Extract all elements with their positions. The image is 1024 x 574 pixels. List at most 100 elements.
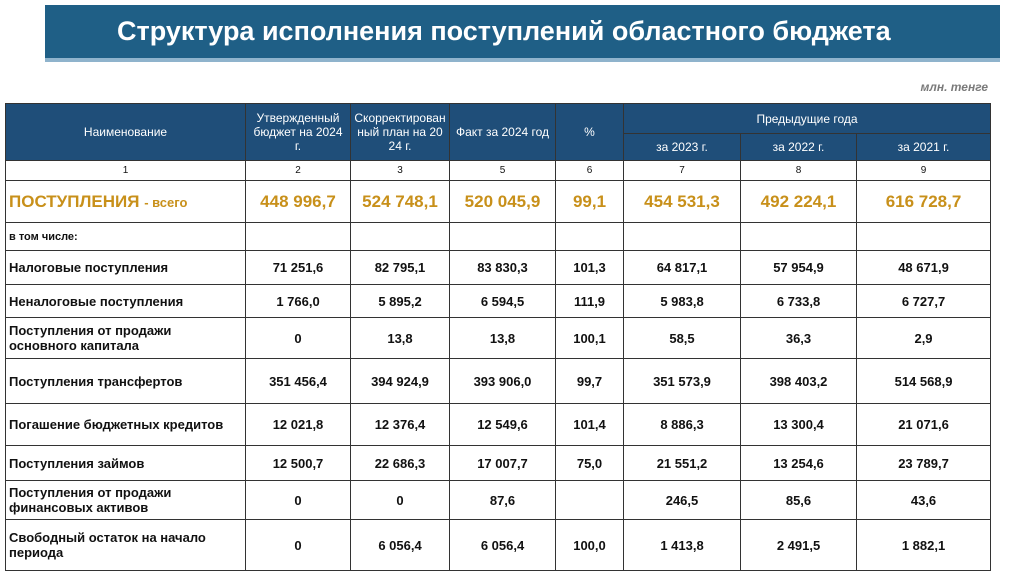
- cell-value: 351 573,9: [623, 358, 741, 404]
- cell-value: 12 549,6: [449, 403, 556, 446]
- cell-value: 36,3: [740, 317, 857, 359]
- cell-value: 71 251,6: [245, 250, 351, 285]
- cell-value: 58,5: [623, 317, 741, 359]
- total-suffix: - всего: [144, 194, 188, 210]
- column-number: 9: [855, 160, 992, 181]
- column-number: 5: [449, 160, 556, 181]
- cell-value: 57 954,9: [740, 250, 857, 285]
- row-label: Неналоговые поступления: [5, 284, 246, 318]
- subcolumn-header: за 2023 г.: [623, 133, 741, 161]
- table: Наименование Утвержденный бюджет на 2024 …: [5, 103, 992, 571]
- column-header: Факт за 2024 год: [449, 103, 556, 161]
- cell-value: 13 254,6: [740, 445, 857, 481]
- empty-cell: [740, 222, 857, 251]
- column-number: 8: [740, 160, 857, 181]
- cell-value: 17 007,7: [449, 445, 556, 481]
- cell-value: 100,1: [555, 317, 624, 359]
- unit: млн. тенге: [920, 80, 988, 94]
- table-row: за 2023 г. за 2022 г. за 2021 г.: [6, 133, 992, 161]
- table-row: Налоговые поступления 71 251,6 82 795,1 83 …: [5, 250, 992, 285]
- empty-cell: [855, 222, 992, 251]
- table-row: Поступления от продажи основного капитал…: [5, 317, 992, 359]
- subcolumn-header: за 2021 г.: [855, 133, 992, 161]
- cell-value: 85,6: [740, 480, 857, 520]
- cell-value: 6 733,8: [740, 284, 857, 318]
- empty-cell: [623, 222, 741, 251]
- column-header: Скорректированный план на 2024 г.: [350, 103, 450, 161]
- cell-value: 111,9: [555, 284, 624, 318]
- table-row: Поступления от продажи финансовых активо…: [5, 480, 992, 520]
- cell-value: 99,7: [555, 358, 624, 404]
- empty-cell: [245, 222, 351, 251]
- row-label: Поступления от продажи основного капитал…: [5, 317, 246, 359]
- subheading: в том числе:: [5, 222, 246, 251]
- cell-value: 87,6: [449, 480, 556, 520]
- total-value: 448 996,7: [245, 180, 351, 223]
- total-value: 492 224,1: [740, 180, 857, 223]
- table-row: Поступления займов 12 500,7 22 686,3 17 007…: [5, 445, 992, 481]
- column-header: Утвержденный бюджет на 2024 г.: [245, 103, 351, 161]
- cell-value: 13,8: [350, 317, 450, 359]
- cell-value: 1 766,0: [245, 284, 351, 318]
- total-name: ПОСТУПЛЕНИЯ: [9, 191, 140, 211]
- cell-value: 398 403,2: [740, 358, 857, 404]
- cell-value: 0: [245, 519, 351, 571]
- cell-value: 6 056,4: [350, 519, 450, 571]
- cell-value: 0: [245, 480, 351, 520]
- table-row: Погашение бюджетных кредитов 12 021,8 12 3…: [5, 403, 992, 446]
- column-header: %: [555, 103, 624, 161]
- total-value: 616 728,7: [855, 180, 992, 223]
- row-label: Поступления от продажи финансовых активо…: [5, 480, 246, 520]
- empty-cell: [449, 222, 556, 251]
- cell-value: 1 413,8: [623, 519, 741, 571]
- row-label: Налоговые поступления: [5, 250, 246, 285]
- subcolumn-header: за 2022 г.: [740, 133, 857, 161]
- cell-value: 101,3: [555, 250, 624, 285]
- cell-value: 0: [350, 480, 450, 520]
- row-label: Поступления трансфертов: [5, 358, 246, 404]
- column-header: Наименование: [5, 103, 246, 161]
- cell-value: 6 727,7: [855, 284, 992, 318]
- table-row: Наименование Утвержденный бюджет на 2024 …: [5, 103, 992, 161]
- column-number: 3: [350, 160, 450, 181]
- cell-value: 12 500,7: [245, 445, 351, 481]
- title: Структура исполнения поступлений областн…: [117, 16, 891, 46]
- total-value: 524 748,1: [350, 180, 450, 223]
- cell-value: [555, 480, 624, 520]
- total-label: ПОСТУПЛЕНИЯ - всего: [5, 180, 246, 223]
- table-row: Поступления трансфертов 351 456,4 394 924,…: [5, 358, 992, 404]
- cell-value: 246,5: [623, 480, 741, 520]
- title-banner: Структура исполнения поступлений областн…: [45, 5, 1000, 62]
- cell-value: 0: [245, 317, 351, 359]
- total-value: 520 045,9: [449, 180, 556, 223]
- cell-value: 12 021,8: [245, 403, 351, 446]
- cell-value: 13,8: [449, 317, 556, 359]
- cell-value: 101,4: [555, 403, 624, 446]
- cell-value: 21 071,6: [855, 403, 992, 446]
- cell-value: 6 056,4: [449, 519, 556, 571]
- cell-value: 23 789,7: [855, 445, 992, 481]
- cell-value: 75,0: [555, 445, 624, 481]
- cell-value: 2,9: [855, 317, 992, 359]
- cell-value: 2 491,5: [740, 519, 857, 571]
- cell-value: 394 924,9: [350, 358, 450, 404]
- empty-cell: [555, 222, 624, 251]
- cell-value: 5 983,8: [623, 284, 741, 318]
- cell-value: 514 568,9: [855, 358, 992, 404]
- cell-value: 64 817,1: [623, 250, 741, 285]
- cell-value: 43,6: [855, 480, 992, 520]
- cell-value: 83 830,3: [449, 250, 556, 285]
- table-row: в том числе:: [5, 222, 992, 251]
- cell-value: 48 671,9: [855, 250, 992, 285]
- row-label: Свободный остаток на начало периода: [5, 519, 246, 571]
- cell-value: 22 686,3: [350, 445, 450, 481]
- column-number: 7: [623, 160, 741, 181]
- group-header: Предыдущие года: [622, 103, 992, 134]
- column-number: 1: [5, 160, 246, 181]
- column-number: 6: [555, 160, 624, 181]
- cell-value: 5 895,2: [350, 284, 450, 318]
- table-row: Неналоговые поступления 1 766,0 5 895,2 6 5…: [5, 284, 992, 318]
- column-number: 2: [245, 160, 351, 181]
